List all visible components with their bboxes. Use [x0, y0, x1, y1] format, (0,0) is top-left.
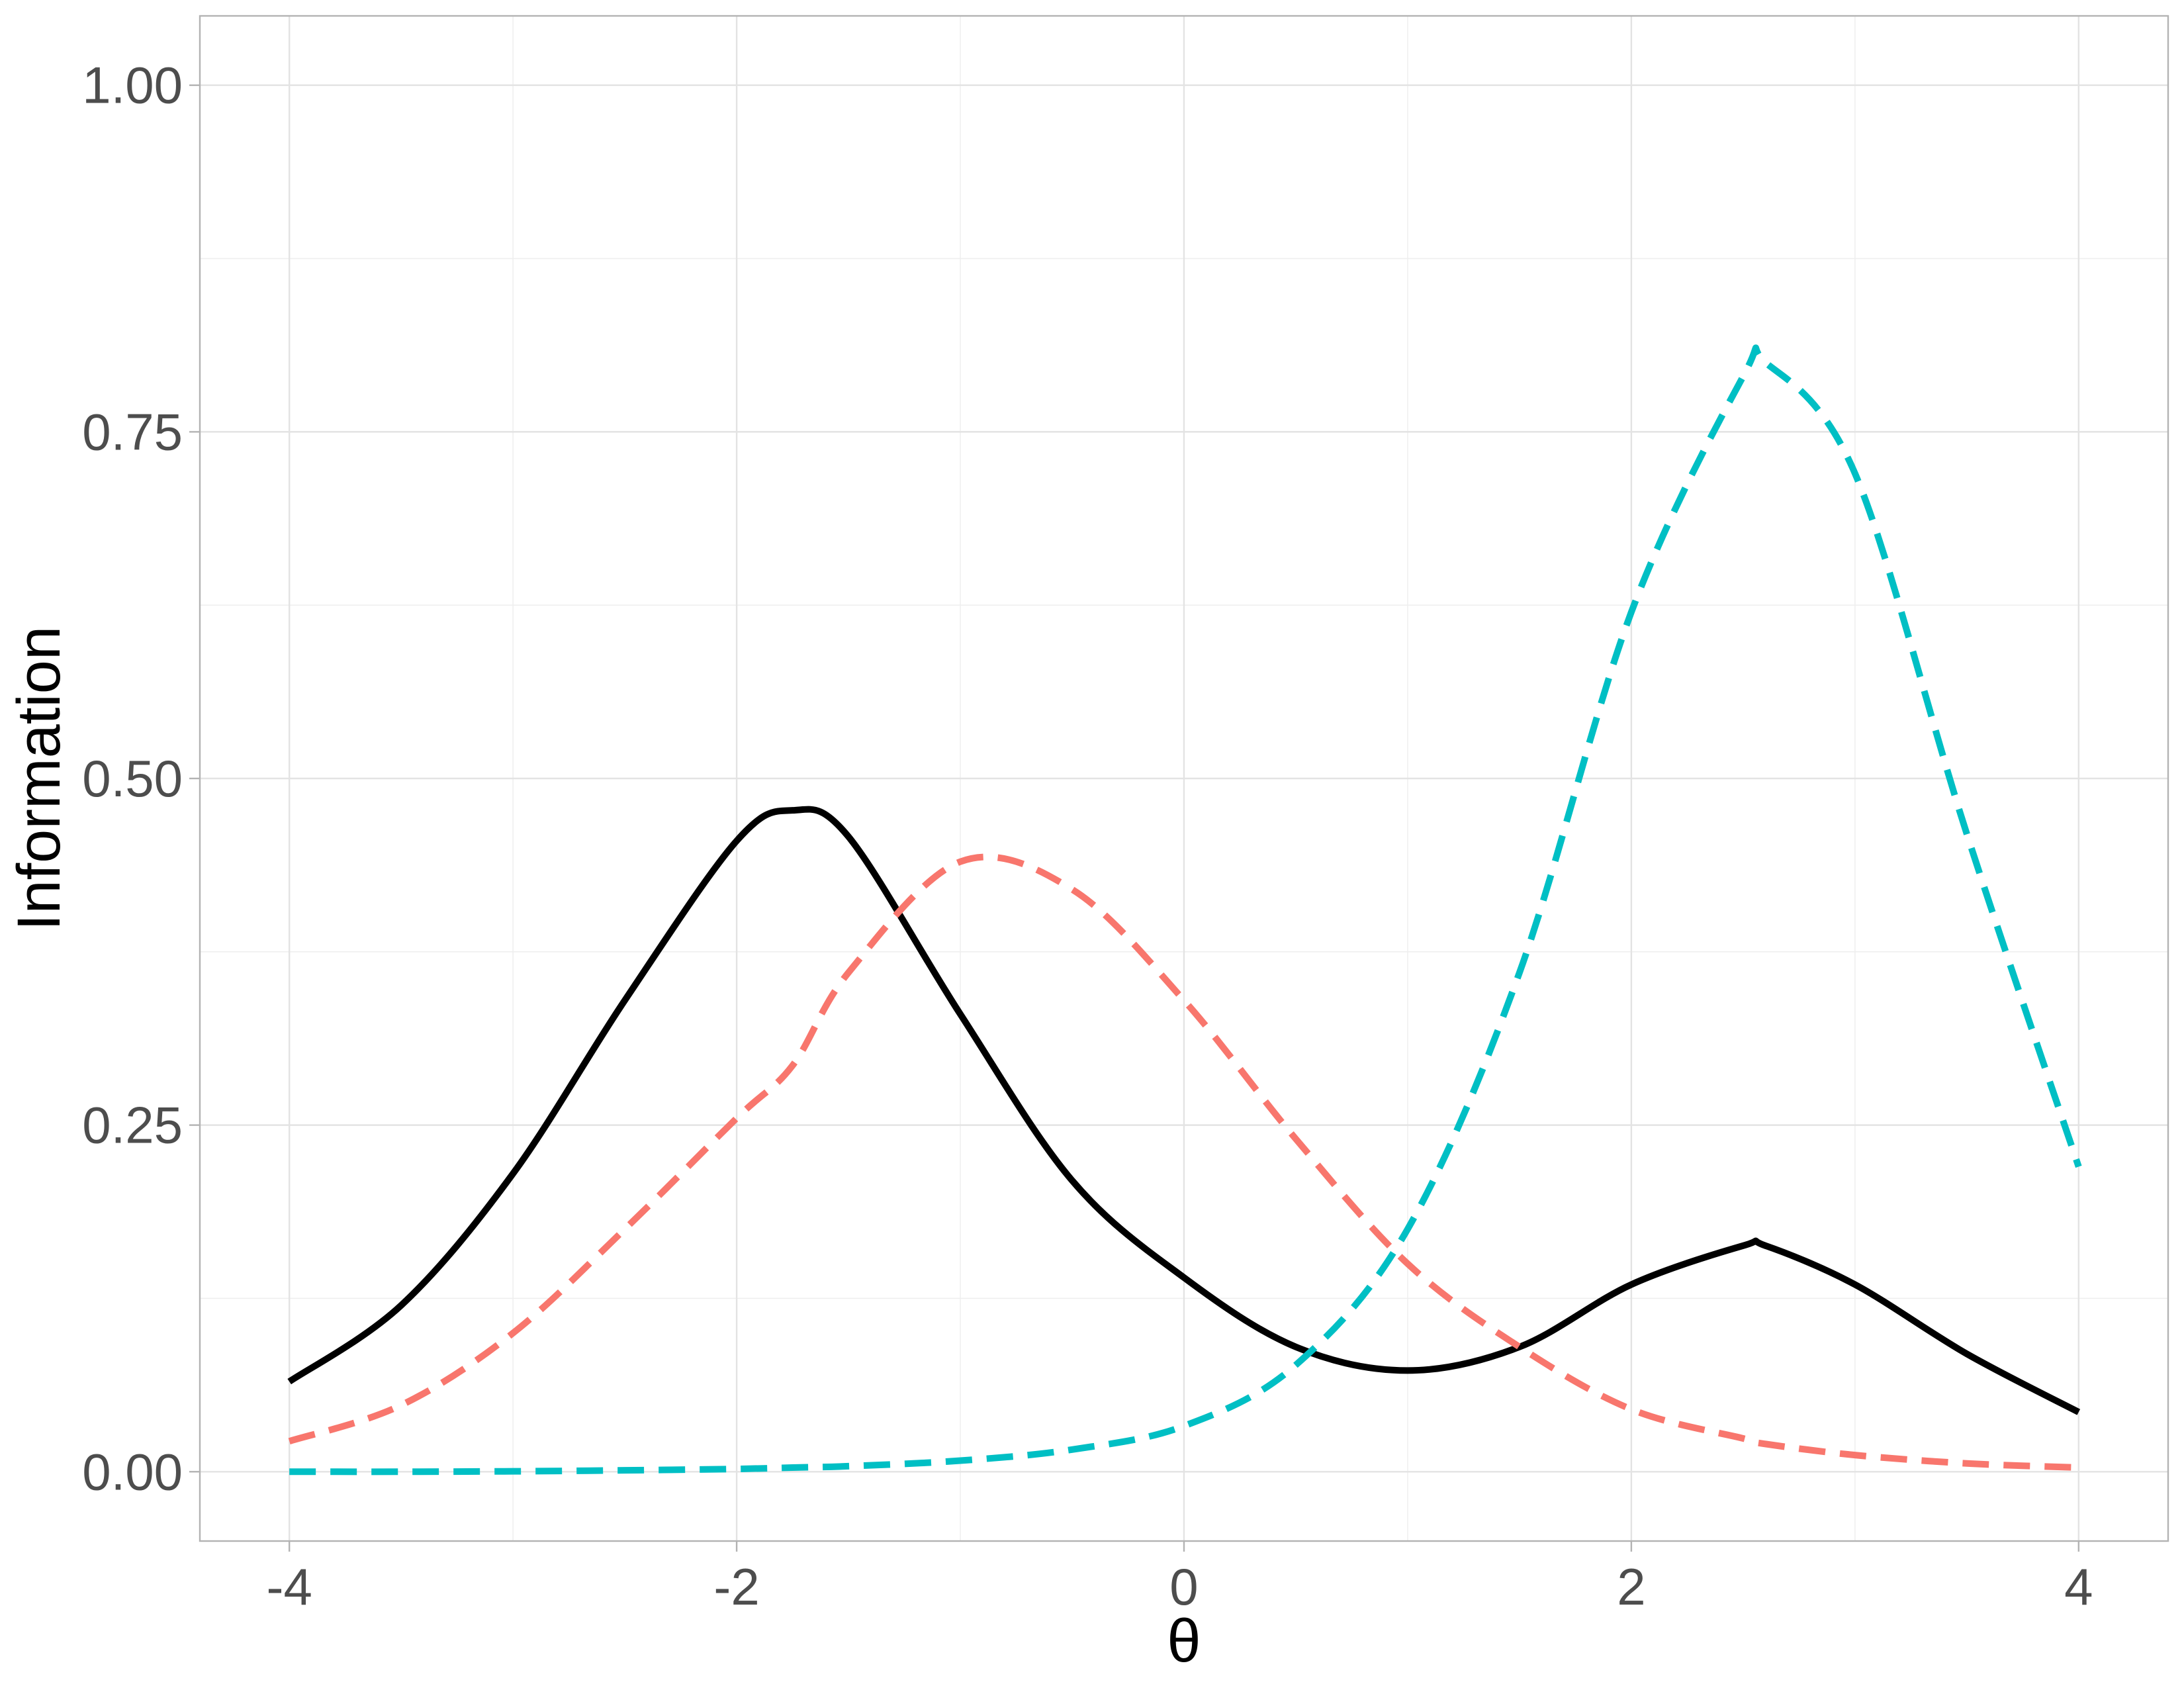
- x-tick-label: 4: [2064, 1558, 2093, 1616]
- x-tick-label: -2: [713, 1558, 759, 1616]
- series-line-1: [287, 806, 2081, 1415]
- x-tick-label: -4: [267, 1558, 312, 1616]
- series-lines: [287, 344, 2082, 1476]
- grid-lines: [200, 16, 2168, 1541]
- x-tick-label: 2: [1617, 1558, 1645, 1616]
- tick-labels: -4 -2 0 2 4 0.00 0.25 0.50 0.75 1.00: [82, 56, 2093, 1616]
- y-tick-label: 0.75: [82, 402, 183, 461]
- axis-ticks: [189, 84, 2080, 1552]
- series-line-3: [289, 344, 2082, 1476]
- y-tick-label: 1.00: [82, 56, 183, 115]
- x-tick-label: 0: [1169, 1558, 1198, 1616]
- y-axis-title: Information: [5, 626, 73, 931]
- y-tick-label: 0.00: [82, 1442, 183, 1501]
- x-axis-title: θ: [1167, 1607, 1201, 1675]
- series-line-2: [288, 853, 2079, 1471]
- y-tick-label: 0.25: [82, 1096, 183, 1154]
- y-tick-label: 0.50: [82, 749, 183, 808]
